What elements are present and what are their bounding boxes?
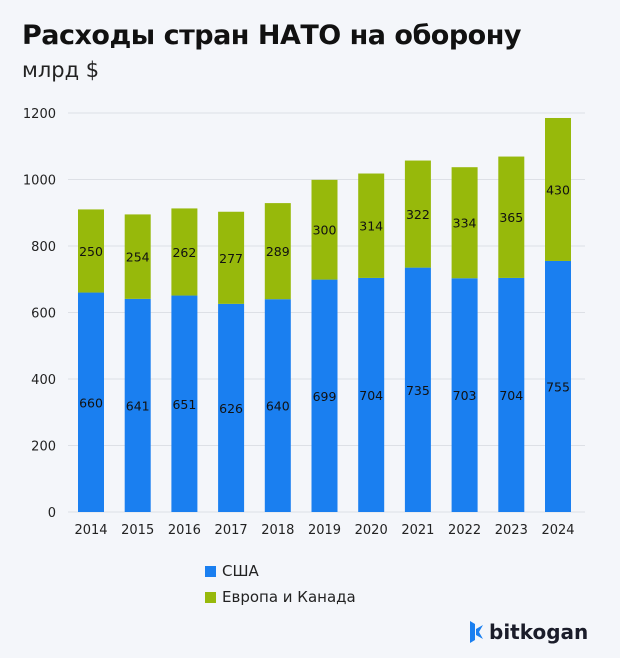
bar-usa [451, 278, 478, 512]
data-label: 262 [172, 245, 196, 260]
x-tick-label: 2015 [121, 523, 154, 538]
y-tick-label: 0 [48, 506, 56, 521]
data-label: 250 [79, 244, 103, 259]
bar-usa [78, 292, 104, 512]
data-label: 334 [453, 216, 477, 231]
bar-usa [311, 279, 338, 512]
bar-usa [358, 277, 385, 512]
bar-europe-canada [218, 211, 245, 304]
data-label: 430 [546, 182, 570, 197]
legend-item-europe-canada: Европа и Канада [205, 584, 356, 610]
x-tick-label: 2014 [74, 523, 107, 538]
chart-plot: 0 200 400 600 800 1000 1200 660 250 2014 641 254 201… [23, 107, 585, 538]
data-label: 277 [219, 251, 243, 266]
y-tick-label: 1000 [23, 174, 56, 189]
bar-europe-canada [311, 179, 338, 280]
y-tick-label: 200 [31, 440, 56, 455]
bar-usa [545, 260, 571, 512]
data-label: 703 [453, 388, 477, 403]
data-label: 641 [126, 398, 150, 413]
y-tick-label: 600 [31, 307, 56, 322]
data-label: 626 [219, 401, 243, 416]
data-label: 300 [313, 223, 337, 238]
bitkogan-logo-icon [470, 621, 483, 643]
y-tick-label: 1200 [23, 107, 56, 122]
bar-usa [404, 267, 431, 512]
legend-label: США [222, 562, 259, 580]
bar-europe-canada [171, 208, 198, 296]
data-label: 254 [126, 250, 150, 265]
bar-europe-canada [358, 173, 385, 278]
x-tick-label: 2018 [261, 523, 294, 538]
x-tick-label: 2017 [215, 523, 248, 538]
legend-label: Европа и Канада [222, 588, 356, 606]
bar-usa [264, 299, 291, 512]
data-label: 365 [499, 210, 523, 225]
bar-europe-canada [78, 209, 104, 293]
data-label: 735 [406, 383, 430, 398]
x-tick-label: 2024 [541, 523, 574, 538]
bar-usa [498, 277, 525, 512]
data-label: 704 [359, 388, 383, 403]
data-label: 322 [406, 207, 430, 222]
x-tick-label: 2023 [495, 523, 528, 538]
x-tick-label: 2020 [355, 523, 388, 538]
y-tick-label: 800 [31, 240, 56, 255]
chart-title: Расходы стран НАТО на оборону [22, 20, 521, 51]
chart-subtitle: млрд $ [22, 58, 100, 82]
y-tick-label: 400 [31, 373, 56, 388]
bar-europe-canada [124, 214, 151, 299]
legend-swatch-usa [205, 565, 216, 577]
bar-europe-canada [451, 167, 478, 279]
data-label: 660 [79, 395, 103, 410]
data-label: 640 [266, 399, 290, 414]
bar-europe-canada [404, 160, 431, 268]
data-label: 651 [172, 397, 196, 412]
x-tick-label: 2022 [448, 523, 481, 538]
x-tick-label: 2019 [308, 523, 341, 538]
x-tick-label: 2016 [168, 523, 201, 538]
bar-europe-canada [264, 203, 291, 300]
data-label: 704 [499, 388, 523, 403]
data-label: 699 [313, 389, 337, 404]
bar-europe-canada [498, 156, 525, 278]
data-label: 289 [266, 244, 290, 259]
data-label: 755 [546, 379, 570, 394]
brand-name: bitkogan [489, 620, 589, 644]
x-tick-label: 2021 [401, 523, 434, 538]
legend: США Европа и Канада [205, 558, 356, 610]
bar-usa [218, 303, 245, 512]
data-label: 314 [359, 219, 383, 234]
bar-usa [124, 298, 151, 512]
brand-logo: bitkogan [470, 620, 588, 644]
bar-usa [171, 295, 198, 512]
bar-europe-canada [545, 117, 571, 261]
legend-item-usa: США [205, 558, 356, 584]
legend-swatch-europe-canada [205, 591, 216, 603]
